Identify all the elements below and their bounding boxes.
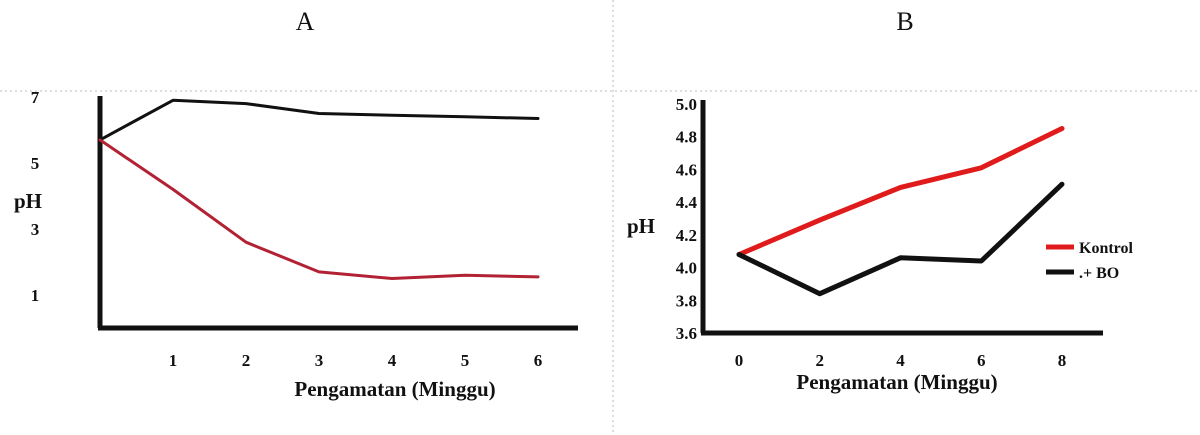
chart-b-series-line-1 — [736, 126, 1065, 257]
chart-a-y-tick-label: 5 — [31, 154, 40, 173]
chart-b-y-axis-label: pH — [627, 214, 655, 238]
chart-b-series — [736, 126, 1065, 297]
chart-b-legend: Kontrol .+ BO — [1046, 240, 1133, 282]
chart-b-y-tick-label: 4.0 — [676, 259, 697, 278]
chart-b-y-tick-label: 4.6 — [676, 160, 697, 179]
chart-b-panel-label: B — [896, 7, 913, 36]
chart-a-y-tick-label: 7 — [31, 88, 40, 107]
chart-a-series-line-1 — [98, 98, 540, 142]
chart-b: B 3.6 3.8 4.0 4.2 4.4 4.6 4.8 5.0 0 2 4 6 8 pH Peng… — [627, 7, 1133, 394]
chart-b-x-ticks: 0 2 4 6 8 — [735, 351, 1067, 370]
chart-a-x-tick-label: 2 — [242, 351, 251, 370]
chart-b-x-tick-label: 8 — [1058, 351, 1067, 370]
chart-b-series-line-2 — [736, 181, 1065, 297]
chart-a-y-tick-label: 1 — [31, 286, 40, 305]
chart-a-series-line-2 — [98, 138, 540, 280]
chart-b-y-tick-label: 3.6 — [676, 324, 697, 343]
chart-b-y-tick-label: 3.8 — [676, 291, 697, 310]
chart-b-x-tick-label: 0 — [735, 351, 744, 370]
chart-b-legend-label-1: Kontrol — [1079, 240, 1133, 257]
chart-a-x-tick-label: 1 — [169, 351, 178, 370]
chart-a-x-axis-label: Pengamatan (Minggu) — [294, 377, 495, 401]
chart-b-y-ticks: 3.6 3.8 4.0 4.2 4.4 4.6 4.8 5.0 — [676, 95, 698, 343]
chart-b-y-tick-label: 5.0 — [676, 95, 697, 114]
chart-a-x-tick-label: 4 — [388, 351, 397, 370]
chart-a: A 1 3 5 7 1 2 3 4 5 6 pH Pengamatan (Minggu) — [14, 7, 578, 401]
chart-a-panel-label: A — [296, 7, 315, 36]
chart-b-x-axis-label: Pengamatan (Minggu) — [796, 370, 997, 394]
chart-b-legend-label-2: .+ BO — [1079, 265, 1119, 282]
chart-a-series — [98, 98, 540, 280]
chart-b-x-tick-label: 2 — [816, 351, 825, 370]
chart-a-x-tick-label: 5 — [461, 351, 470, 370]
chart-b-x-tick-label: 6 — [977, 351, 986, 370]
chart-a-x-tick-label: 6 — [534, 351, 543, 370]
chart-a-y-tick-label: 3 — [31, 220, 40, 239]
chart-a-y-ticks: 1 3 5 7 — [31, 88, 40, 305]
chart-a-x-ticks: 1 2 3 4 5 6 — [169, 351, 543, 370]
chart-a-x-tick-label: 3 — [315, 351, 324, 370]
chart-b-y-tick-label: 4.4 — [676, 193, 698, 212]
chart-b-y-tick-label: 4.8 — [676, 128, 697, 147]
chart-b-x-tick-label: 4 — [896, 351, 905, 370]
chart-a-y-axis-label: pH — [14, 189, 42, 213]
chart-b-y-tick-label: 4.2 — [676, 226, 697, 245]
